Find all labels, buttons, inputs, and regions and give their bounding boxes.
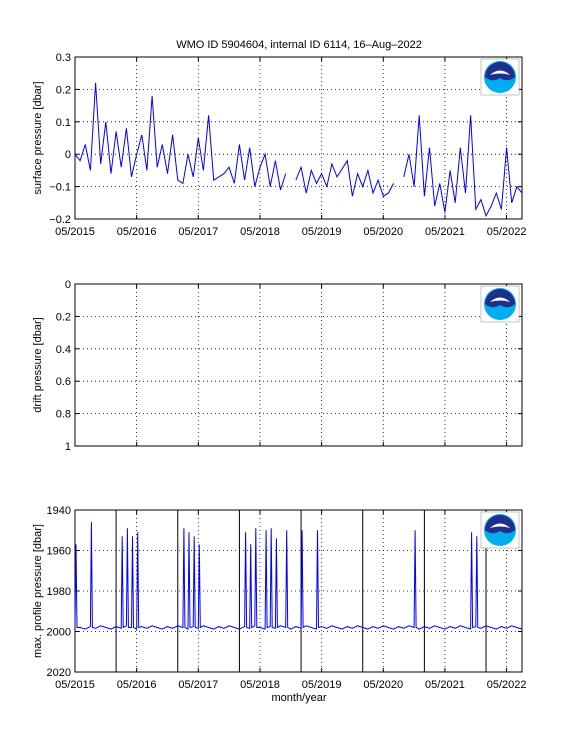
x-tick-label: 05/2022 bbox=[487, 679, 527, 691]
y-tick-label: 0.3 bbox=[56, 52, 71, 64]
y-tick-label: 0.6 bbox=[56, 376, 71, 388]
drift-pressure-chart: 0 0.2 0.4 0.6 0.8 1 drift pressure [dbar] bbox=[32, 279, 523, 453]
data-series-line bbox=[295, 159, 395, 198]
logo-wing bbox=[490, 70, 510, 75]
figure-title: WMO ID 5904604, internal ID 6114, 16–Aug… bbox=[176, 39, 422, 51]
x-tick-label: 05/2019 bbox=[302, 226, 342, 238]
y-tick-label: 0.2 bbox=[56, 84, 71, 96]
y-axis-label: drift pressure [dbar] bbox=[32, 317, 44, 412]
logo-wing bbox=[490, 523, 510, 528]
y-tick-label: 0 bbox=[65, 279, 71, 291]
y-tick-label: 2000 bbox=[47, 627, 71, 639]
y-tick-label: 0.4 bbox=[56, 344, 71, 356]
y-axis-label: max. profile pressure [dbar] bbox=[32, 524, 44, 658]
x-tick-label: 05/2017 bbox=[178, 679, 218, 691]
logo-wing bbox=[490, 297, 510, 302]
data-series-line bbox=[74, 82, 287, 190]
x-tick-label: 05/2022 bbox=[487, 226, 527, 238]
y-tick-label: 0.1 bbox=[56, 117, 71, 129]
axes-box bbox=[74, 283, 523, 447]
axes-box bbox=[74, 56, 523, 220]
noaa-logo-icon bbox=[480, 285, 520, 323]
surface-pressure-chart: −0.2 −0.1 0 0.1 0.2 0.3 05/2015 05/2016 05/2017 0… bbox=[32, 52, 526, 238]
x-tick-label: 05/2016 bbox=[117, 679, 157, 691]
y-tick-label: 1 bbox=[65, 441, 71, 453]
y-tick-label: 1980 bbox=[47, 586, 71, 598]
data-series-line bbox=[74, 522, 523, 630]
y-tick-label: 0.2 bbox=[56, 311, 71, 323]
y-tick-label: 0 bbox=[65, 149, 71, 161]
y-tick-label: 1940 bbox=[47, 505, 71, 517]
data-series-line bbox=[403, 115, 523, 218]
x-tick-label: 05/2020 bbox=[363, 226, 403, 238]
x-tick-label: 05/2017 bbox=[178, 226, 218, 238]
noaa-logo-icon bbox=[480, 58, 520, 96]
x-tick-label: 05/2021 bbox=[425, 226, 465, 238]
y-tick-label: −0.1 bbox=[49, 182, 71, 194]
x-tick-label: 05/2021 bbox=[425, 679, 465, 691]
y-tick-label: 0.8 bbox=[56, 409, 71, 421]
x-tick-label: 05/2015 bbox=[55, 679, 95, 691]
x-tick-label: 05/2018 bbox=[240, 226, 280, 238]
noaa-logo-icon bbox=[480, 511, 520, 549]
x-tick-label: 05/2019 bbox=[302, 679, 342, 691]
x-tick-label: 05/2016 bbox=[117, 226, 157, 238]
x-tick-label: 05/2015 bbox=[55, 226, 95, 238]
y-tick-label: 1960 bbox=[47, 546, 71, 558]
axes-box bbox=[74, 509, 523, 673]
x-tick-label: 05/2020 bbox=[363, 679, 403, 691]
x-tick-label: 05/2018 bbox=[240, 679, 280, 691]
y-axis-label: surface pressure [dbar] bbox=[32, 81, 44, 194]
y-tick-label: 2020 bbox=[47, 667, 71, 679]
x-axis-label: month/year bbox=[271, 692, 326, 704]
y-tick-label: −0.2 bbox=[49, 214, 71, 226]
